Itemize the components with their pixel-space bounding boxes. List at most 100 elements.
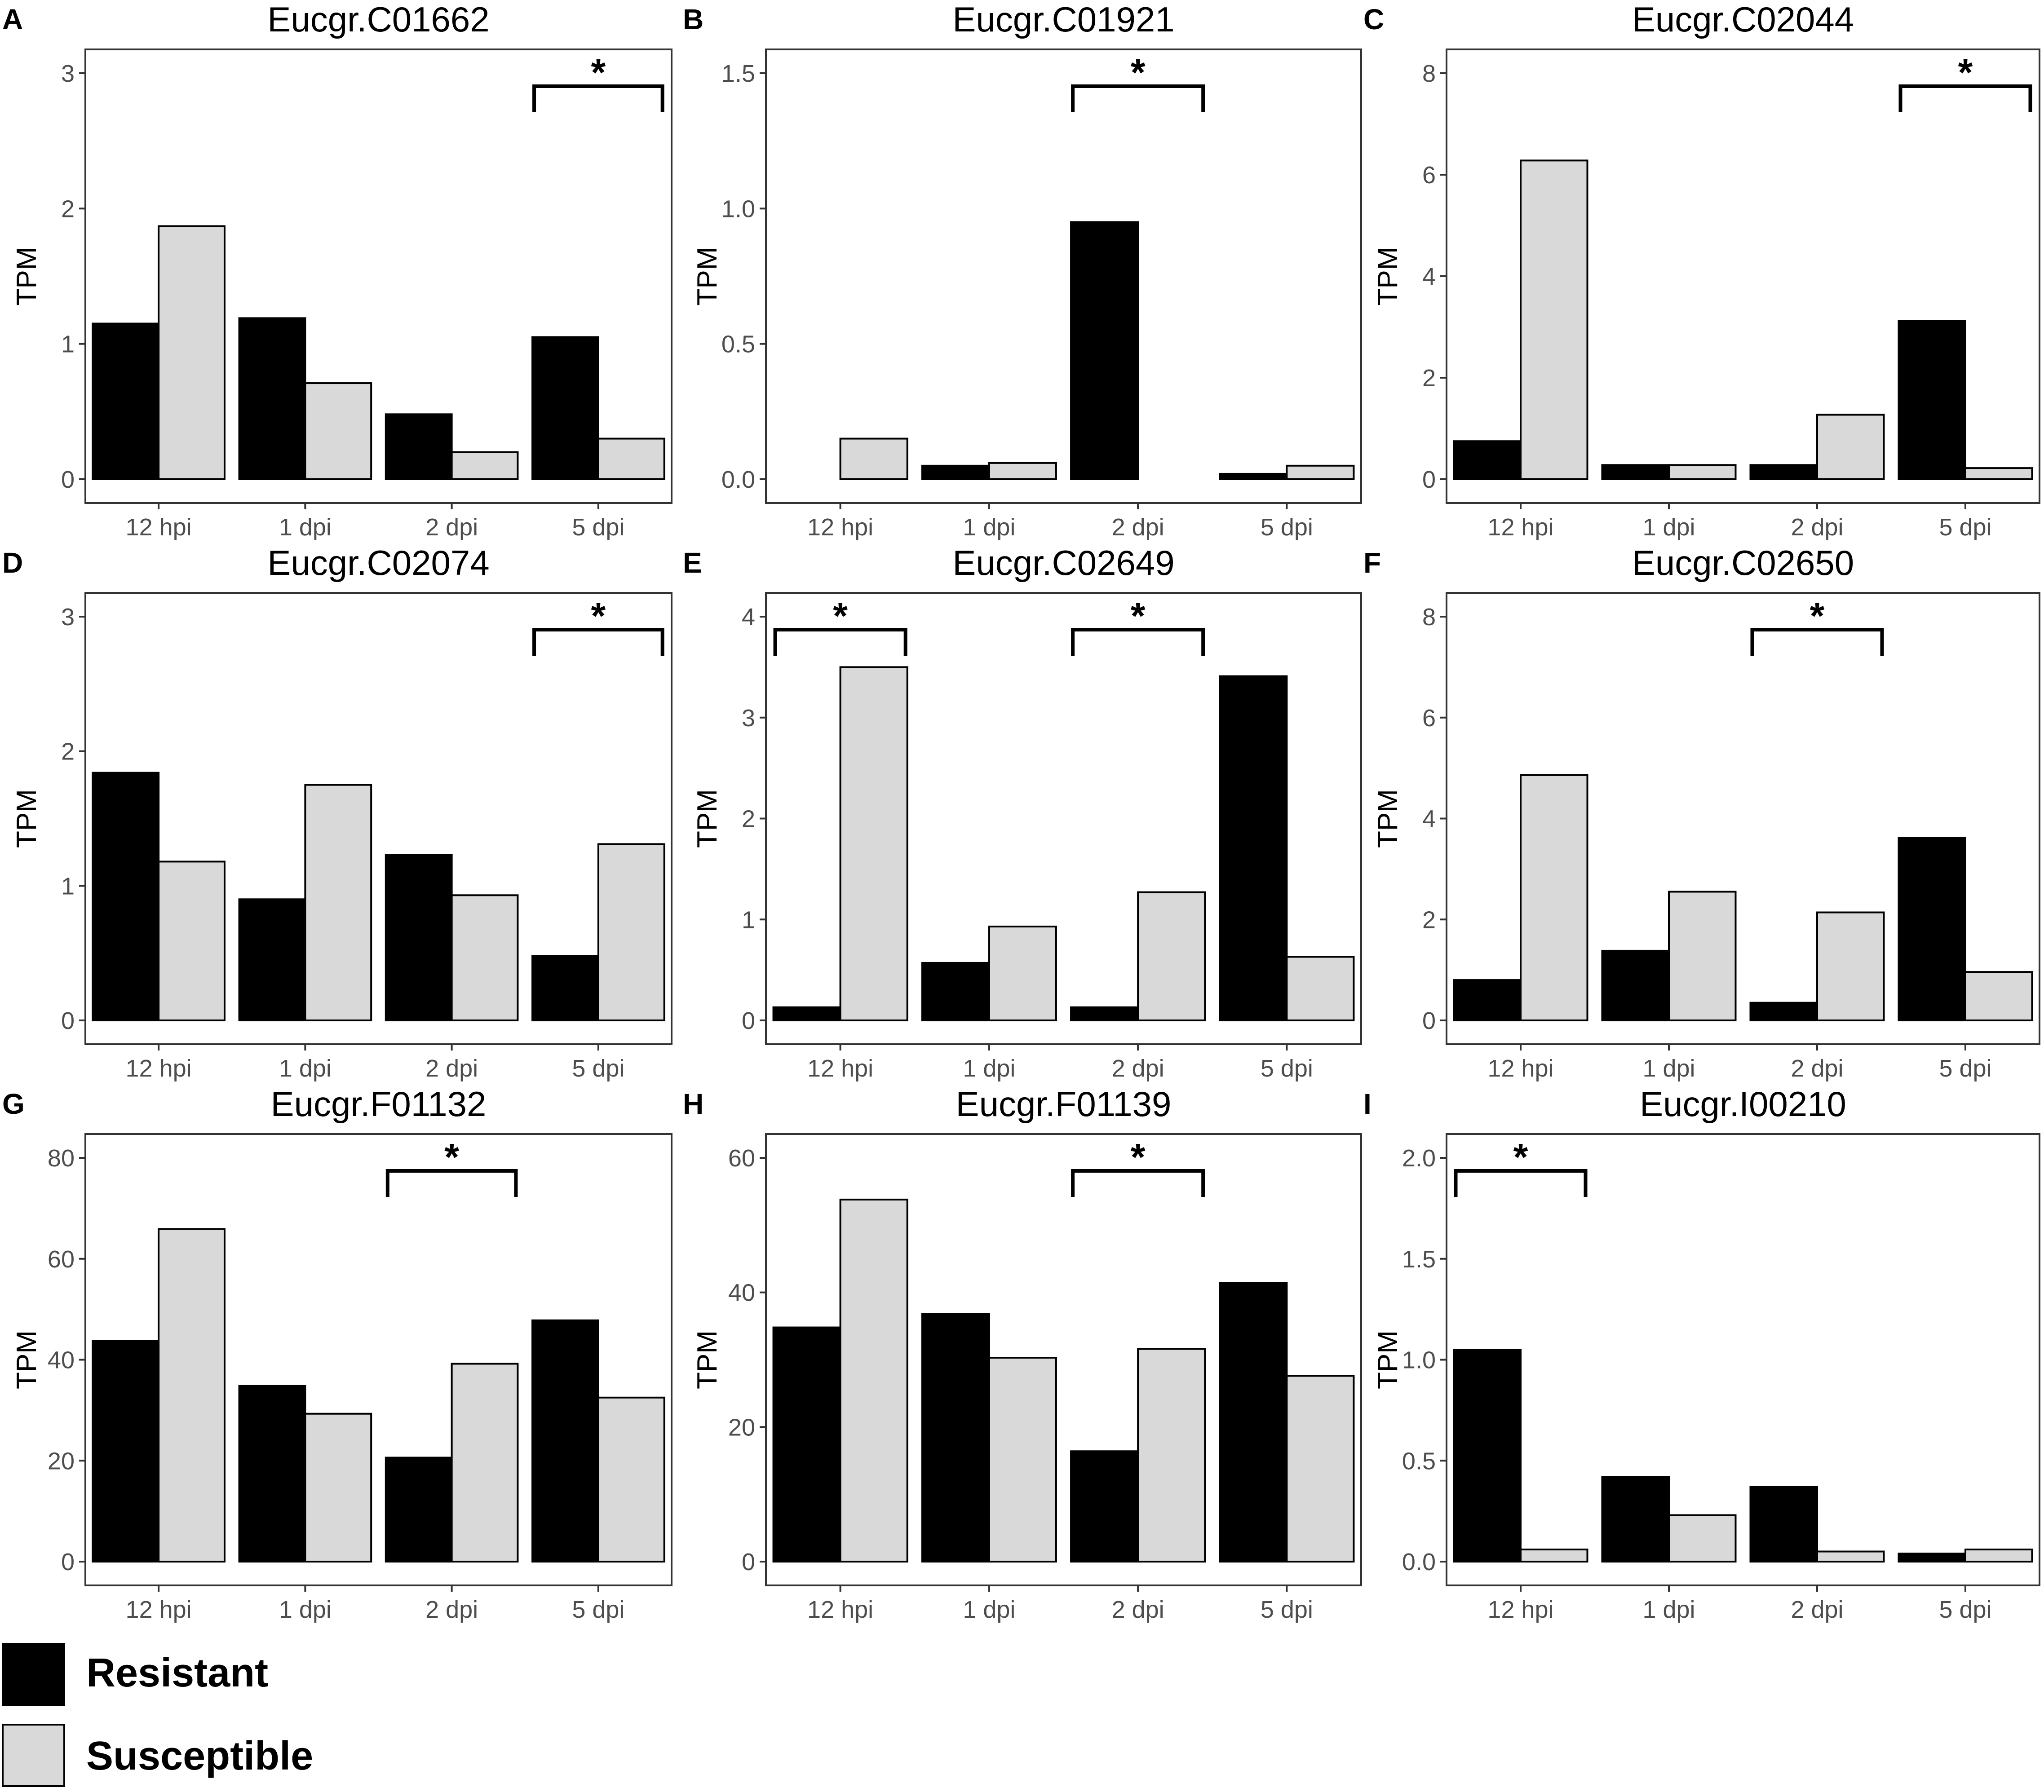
y-tick-label-b-2: 1.0: [721, 195, 755, 222]
x-tick-label-i-0: 12 hpi: [1487, 1596, 1553, 1623]
legend-label-susceptible: Susceptible: [86, 1734, 313, 1779]
bar-c-resistant-3: [1898, 320, 1966, 480]
significance-bracket-g-0: [385, 1169, 518, 1197]
legend-label-resistant: Resistant: [86, 1651, 268, 1695]
bar-i-resistant-3: [1898, 1553, 1966, 1563]
y-tick-label-e-4: 4: [742, 604, 755, 631]
y-tick-label-i-1: 0.5: [1402, 1448, 1436, 1474]
bar-c-resistant-2: [1749, 464, 1818, 480]
bar-e-susceptible-0: [839, 666, 908, 1021]
y-tick-label-e-2: 2: [742, 806, 755, 833]
x-tick-label-e-0: 12 hpi: [807, 1055, 873, 1082]
x-tick-label-i-2: 2 dpi: [1791, 1596, 1843, 1623]
x-tick-label-g-1: 1 dpi: [279, 1596, 332, 1623]
bar-b-susceptible-3: [1286, 464, 1355, 481]
x-tick-label-c-1: 1 dpi: [1642, 514, 1695, 541]
panel-b: B Eucgr.C01921 TPM 0.0 0.5 1.0 1.5 12 hpi 1 dpi 2…: [683, 0, 1362, 541]
bar-i-resistant-2: [1749, 1486, 1818, 1563]
y-tick-label-g-0: 0: [61, 1549, 75, 1576]
bar-c-susceptible-2: [1816, 414, 1885, 480]
significance-bracket-e-1: [1071, 628, 1205, 656]
x-tick-label-a-2: 2 dpi: [425, 514, 478, 541]
bar-c-resistant-1: [1601, 464, 1670, 480]
y-tick-label-a-3: 3: [61, 60, 75, 87]
panel-f: F Eucgr.C02650 TPM 0 2 4 6 8 12 hpi 1 dpi 2 dpi 5 d…: [1363, 543, 2040, 1082]
bar-a-susceptible-1: [304, 382, 372, 481]
bar-a-susceptible-2: [451, 451, 519, 481]
bar-i-susceptible-1: [1668, 1514, 1737, 1562]
bar-i-susceptible-2: [1816, 1550, 1885, 1562]
y-tick-label-c-3: 6: [1422, 162, 1436, 189]
y-tick-label-f-2: 4: [1422, 806, 1436, 833]
y-tick-label-d-3: 3: [61, 604, 75, 631]
bar-d-resistant-2: [385, 854, 453, 1022]
significance-bracket-e-0: [773, 628, 907, 656]
y-tick-label-a-1: 1: [61, 331, 75, 358]
panel-letter-a: A: [2, 3, 23, 35]
x-tick-label-d-3: 5 dpi: [572, 1055, 624, 1082]
x-tick-label-f-1: 1 dpi: [1642, 1055, 1695, 1082]
bar-f-resistant-0: [1453, 979, 1522, 1022]
x-tick-label-f-2: 2 dpi: [1791, 1055, 1843, 1082]
x-tick-label-b-1: 1 dpi: [963, 514, 1015, 541]
significance-bracket-a-0: [532, 84, 664, 112]
significance-star-f-0: *: [1810, 595, 1825, 637]
y-tick-label-i-3: 1.5: [1402, 1246, 1436, 1273]
y-axis-title-c: TPM: [1372, 247, 1403, 306]
y-tick-label-c-1: 2: [1422, 365, 1436, 392]
x-tick-label-d-2: 2 dpi: [425, 1055, 478, 1082]
panel-title-d: Eucgr.C02074: [267, 543, 489, 583]
bar-b-resistant-1: [921, 464, 990, 481]
y-tick-label-g-4: 80: [48, 1145, 75, 1172]
x-tick-label-a-0: 12 hpi: [126, 514, 192, 541]
significance-star-g-0: *: [444, 1136, 459, 1178]
x-tick-label-h-3: 5 dpi: [1261, 1596, 1313, 1623]
bar-h-susceptible-0: [839, 1198, 908, 1563]
y-tick-label-a-0: 0: [61, 466, 75, 493]
significance-star-d-0: *: [591, 595, 606, 637]
y-tick-label-h-2: 40: [728, 1280, 755, 1306]
bar-f-susceptible-2: [1816, 911, 1885, 1021]
bar-d-susceptible-1: [304, 784, 372, 1022]
bar-d-susceptible-3: [597, 843, 665, 1021]
panel-e: E Eucgr.C02649 TPM 0 1 2 3 4 12 hpi 1 dpi 2 dpi 5 d…: [683, 543, 1362, 1082]
bar-f-resistant-2: [1749, 1002, 1818, 1021]
bar-g-susceptible-3: [597, 1396, 665, 1562]
bar-g-resistant-0: [92, 1340, 160, 1562]
bar-h-susceptible-2: [1137, 1348, 1206, 1562]
significance-star-c-0: *: [1958, 51, 1973, 93]
panel-i: I Eucgr.I00210 TPM 0.0 0.5 1.0 1.5 2.0 12 hpi 1 d…: [1363, 1084, 2040, 1623]
bar-b-susceptible-0: [839, 437, 908, 480]
y-tick-label-b-3: 1.5: [721, 60, 755, 87]
y-tick-label-d-1: 1: [61, 873, 75, 900]
significance-bracket-b-0: [1071, 84, 1205, 112]
y-axis-title-f: TPM: [1372, 789, 1403, 848]
x-tick-label-f-0: 12 hpi: [1487, 1055, 1553, 1082]
x-tick-label-g-0: 12 hpi: [126, 1596, 192, 1623]
y-tick-label-c-0: 0: [1422, 466, 1436, 493]
x-tick-label-g-3: 5 dpi: [572, 1596, 624, 1623]
y-axis-title-d: TPM: [11, 789, 42, 848]
y-tick-label-g-2: 40: [48, 1347, 75, 1374]
bar-h-susceptible-1: [988, 1357, 1057, 1562]
y-tick-label-g-3: 60: [48, 1246, 75, 1273]
significance-bracket-c-0: [1898, 84, 2032, 112]
panel-title-h: Eucgr.F01139: [956, 1084, 1172, 1124]
significance-bracket-d-0: [532, 628, 664, 656]
plot-frame-g: [84, 1133, 672, 1586]
panels-group: A Eucgr.C01662 TPM 0 1 2 3 12 hpi 1 dpi 2 dpi 5 dp…: [2, 0, 2040, 1623]
bar-e-resistant-1: [921, 962, 990, 1022]
x-tick-label-b-3: 5 dpi: [1261, 514, 1313, 541]
y-axis-title-e: TPM: [692, 789, 723, 848]
x-tick-label-e-3: 5 dpi: [1261, 1055, 1313, 1082]
legend-swatch-susceptible: [2, 1724, 65, 1787]
panel-d: D Eucgr.C02074 TPM 0 1 2 3 12 hpi 1 dpi 2 dpi 5 dp…: [2, 543, 672, 1082]
bar-a-resistant-3: [531, 336, 599, 480]
bar-e-resistant-3: [1219, 675, 1288, 1022]
y-tick-label-f-3: 6: [1422, 705, 1436, 732]
bar-b-susceptible-1: [988, 462, 1057, 480]
y-tick-label-h-1: 20: [728, 1414, 755, 1441]
x-tick-label-c-0: 12 hpi: [1487, 514, 1553, 541]
y-tick-label-e-0: 0: [742, 1007, 755, 1034]
